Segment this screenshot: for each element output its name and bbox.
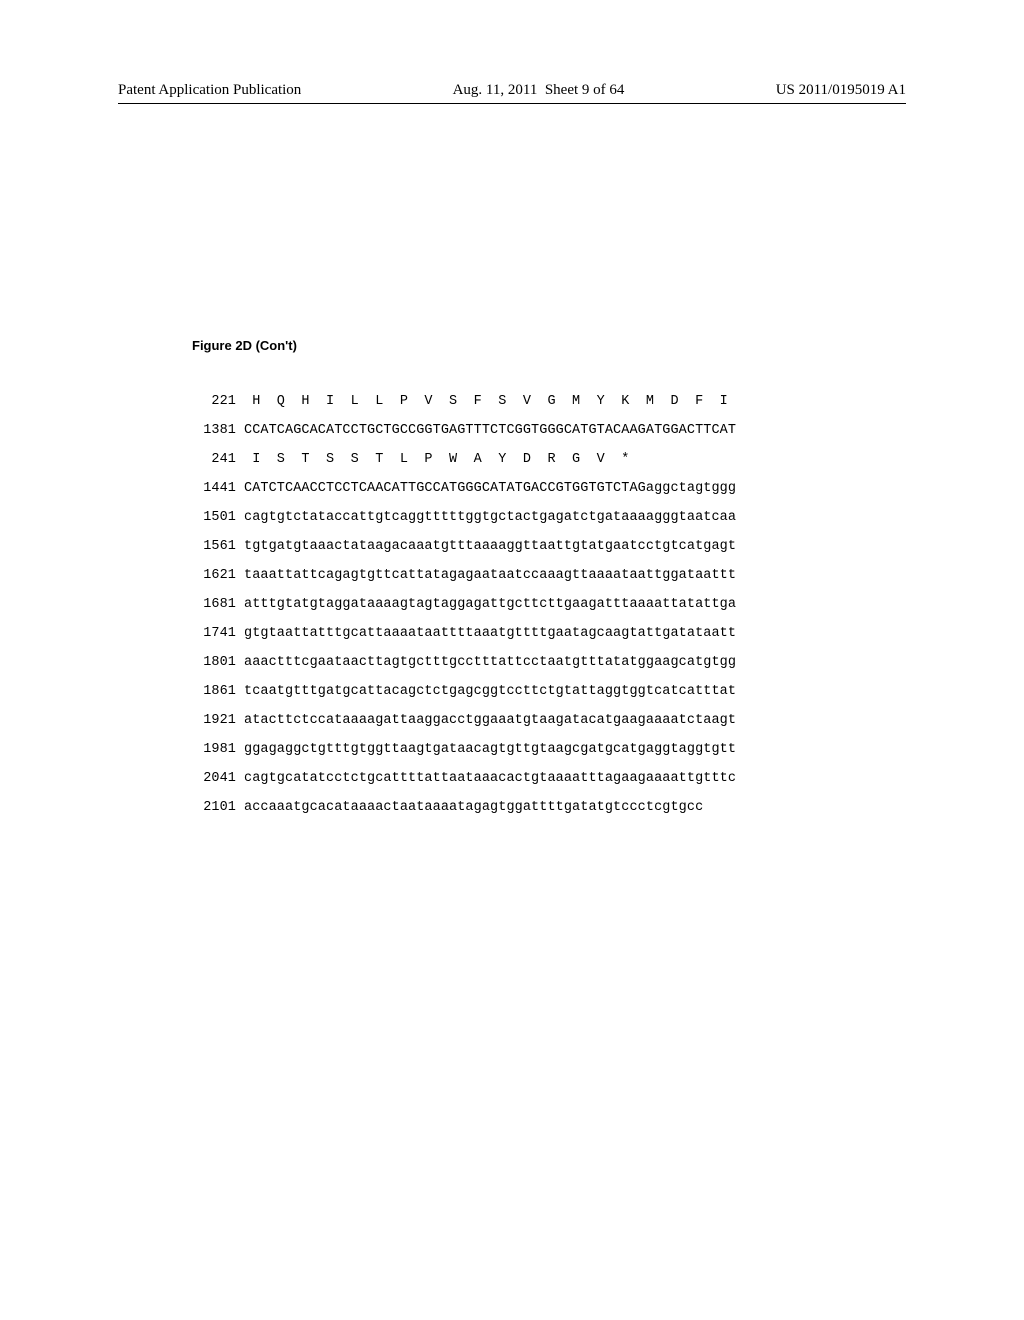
sequence-text: aaactttcgaataacttagtgctttgcctttattcctaat… — [244, 655, 736, 670]
sequence-line: 2101 accaaatgcacataaaactaataaaatagagtggat… — [192, 793, 906, 822]
sequence-text: cagtgtctataccattgtcaggtttttggtgctactgaga… — [244, 510, 736, 525]
figure-caption: Figure 2D (Con't) — [192, 338, 906, 353]
sequence-position: 221 — [192, 387, 236, 416]
sequence-line: 1681 atttgtatgtaggataaaagtagtaggagattgctt… — [192, 590, 906, 619]
sequence-line: 1381 CCATCAGCACATCCTGCTGCCGGTGAGTTTCTCGGT… — [192, 416, 906, 445]
sheet-info: Sheet 9 of 64 — [545, 82, 625, 98]
sequence-line: 1501 cagtgtctataccattgtcaggtttttggtgctact… — [192, 503, 906, 532]
sequence-text: H Q H I L L P V S F S V G M Y K M D F I — [244, 394, 728, 409]
sequence-line: 241 I S T S S T L P W A Y D R G V * — [192, 445, 906, 474]
sequence-position: 1441 — [192, 474, 236, 503]
sequence-text: cagtgcatatcctctgcattttattaataaacactgtaaa… — [244, 771, 736, 786]
sequence-text: atttgtatgtaggataaaagtagtaggagattgcttcttg… — [244, 597, 736, 612]
sequence-text: tgtgatgtaaactataagacaaatgtttaaaaggttaatt… — [244, 539, 736, 554]
sequence-position: 2041 — [192, 764, 236, 793]
sequence-text: taaattattcagagtgttcattatagagaataatccaaag… — [244, 568, 736, 583]
publication-number: US 2011/0195019 A1 — [776, 82, 906, 99]
sequence-text: gtgtaattatttgcattaaaataattttaaatgttttgaa… — [244, 626, 736, 641]
sequence-line: 1561 tgtgatgtaaactataagacaaatgtttaaaaggtt… — [192, 532, 906, 561]
sequence-position: 1861 — [192, 677, 236, 706]
page-header: Patent Application Publication Aug. 11, … — [118, 82, 906, 104]
sequence-line: 1981 ggagaggctgtttgtggttaagtgataacagtgttg… — [192, 735, 906, 764]
sequence-text: atacttctccataaaagattaaggacctggaaatgtaaga… — [244, 713, 736, 728]
sequence-position: 2101 — [192, 793, 236, 822]
sequence-text: accaaatgcacataaaactaataaaatagagtggattttg… — [244, 800, 703, 815]
sequence-position: 1801 — [192, 648, 236, 677]
sequence-line: 1861 tcaatgtttgatgcattacagctctgagcggtcctt… — [192, 677, 906, 706]
sequence-text: CCATCAGCACATCCTGCTGCCGGTGAGTTTCTCGGTGGGC… — [244, 423, 736, 438]
sequence-line: 221 H Q H I L L P V S F S V G M Y K M D … — [192, 387, 906, 416]
sequence-text: tcaatgtttgatgcattacagctctgagcggtccttctgt… — [244, 684, 736, 699]
sequence-position: 1921 — [192, 706, 236, 735]
sequence-position: 1741 — [192, 619, 236, 648]
sequence-line: 1741 gtgtaattatttgcattaaaataattttaaatgttt… — [192, 619, 906, 648]
sequence-line: 1621 taaattattcagagtgttcattatagagaataatcc… — [192, 561, 906, 590]
sequence-line: 1441 CATCTCAACCTCCTCAACATTGCCATGGGCATATGA… — [192, 474, 906, 503]
sequence-text: ggagaggctgtttgtggttaagtgataacagtgttgtaag… — [244, 742, 736, 757]
sequence-position: 1621 — [192, 561, 236, 590]
sequence-text: I S T S S T L P W A Y D R G V * — [244, 452, 629, 467]
sequence-text: CATCTCAACCTCCTCAACATTGCCATGGGCATATGACCGT… — [244, 481, 736, 496]
sequence-line: 1801 aaactttcgaataacttagtgctttgcctttattcc… — [192, 648, 906, 677]
sequence-position: 1501 — [192, 503, 236, 532]
sequence-position: 1981 — [192, 735, 236, 764]
sequence-listing: 221 H Q H I L L P V S F S V G M Y K M D … — [192, 387, 906, 822]
sequence-position: 1681 — [192, 590, 236, 619]
sequence-position: 1561 — [192, 532, 236, 561]
publication-date: Aug. 11, 2011 — [453, 82, 538, 98]
sequence-line: 1921 atacttctccataaaagattaaggacctggaaatgt… — [192, 706, 906, 735]
header-date-sheet: Aug. 11, 2011 Sheet 9 of 64 — [453, 82, 625, 99]
page-container: Patent Application Publication Aug. 11, … — [0, 0, 1024, 1320]
sequence-position: 1381 — [192, 416, 236, 445]
sequence-line: 2041 cagtgcatatcctctgcattttattaataaacactg… — [192, 764, 906, 793]
publication-type: Patent Application Publication — [118, 82, 301, 99]
sequence-position: 241 — [192, 445, 236, 474]
